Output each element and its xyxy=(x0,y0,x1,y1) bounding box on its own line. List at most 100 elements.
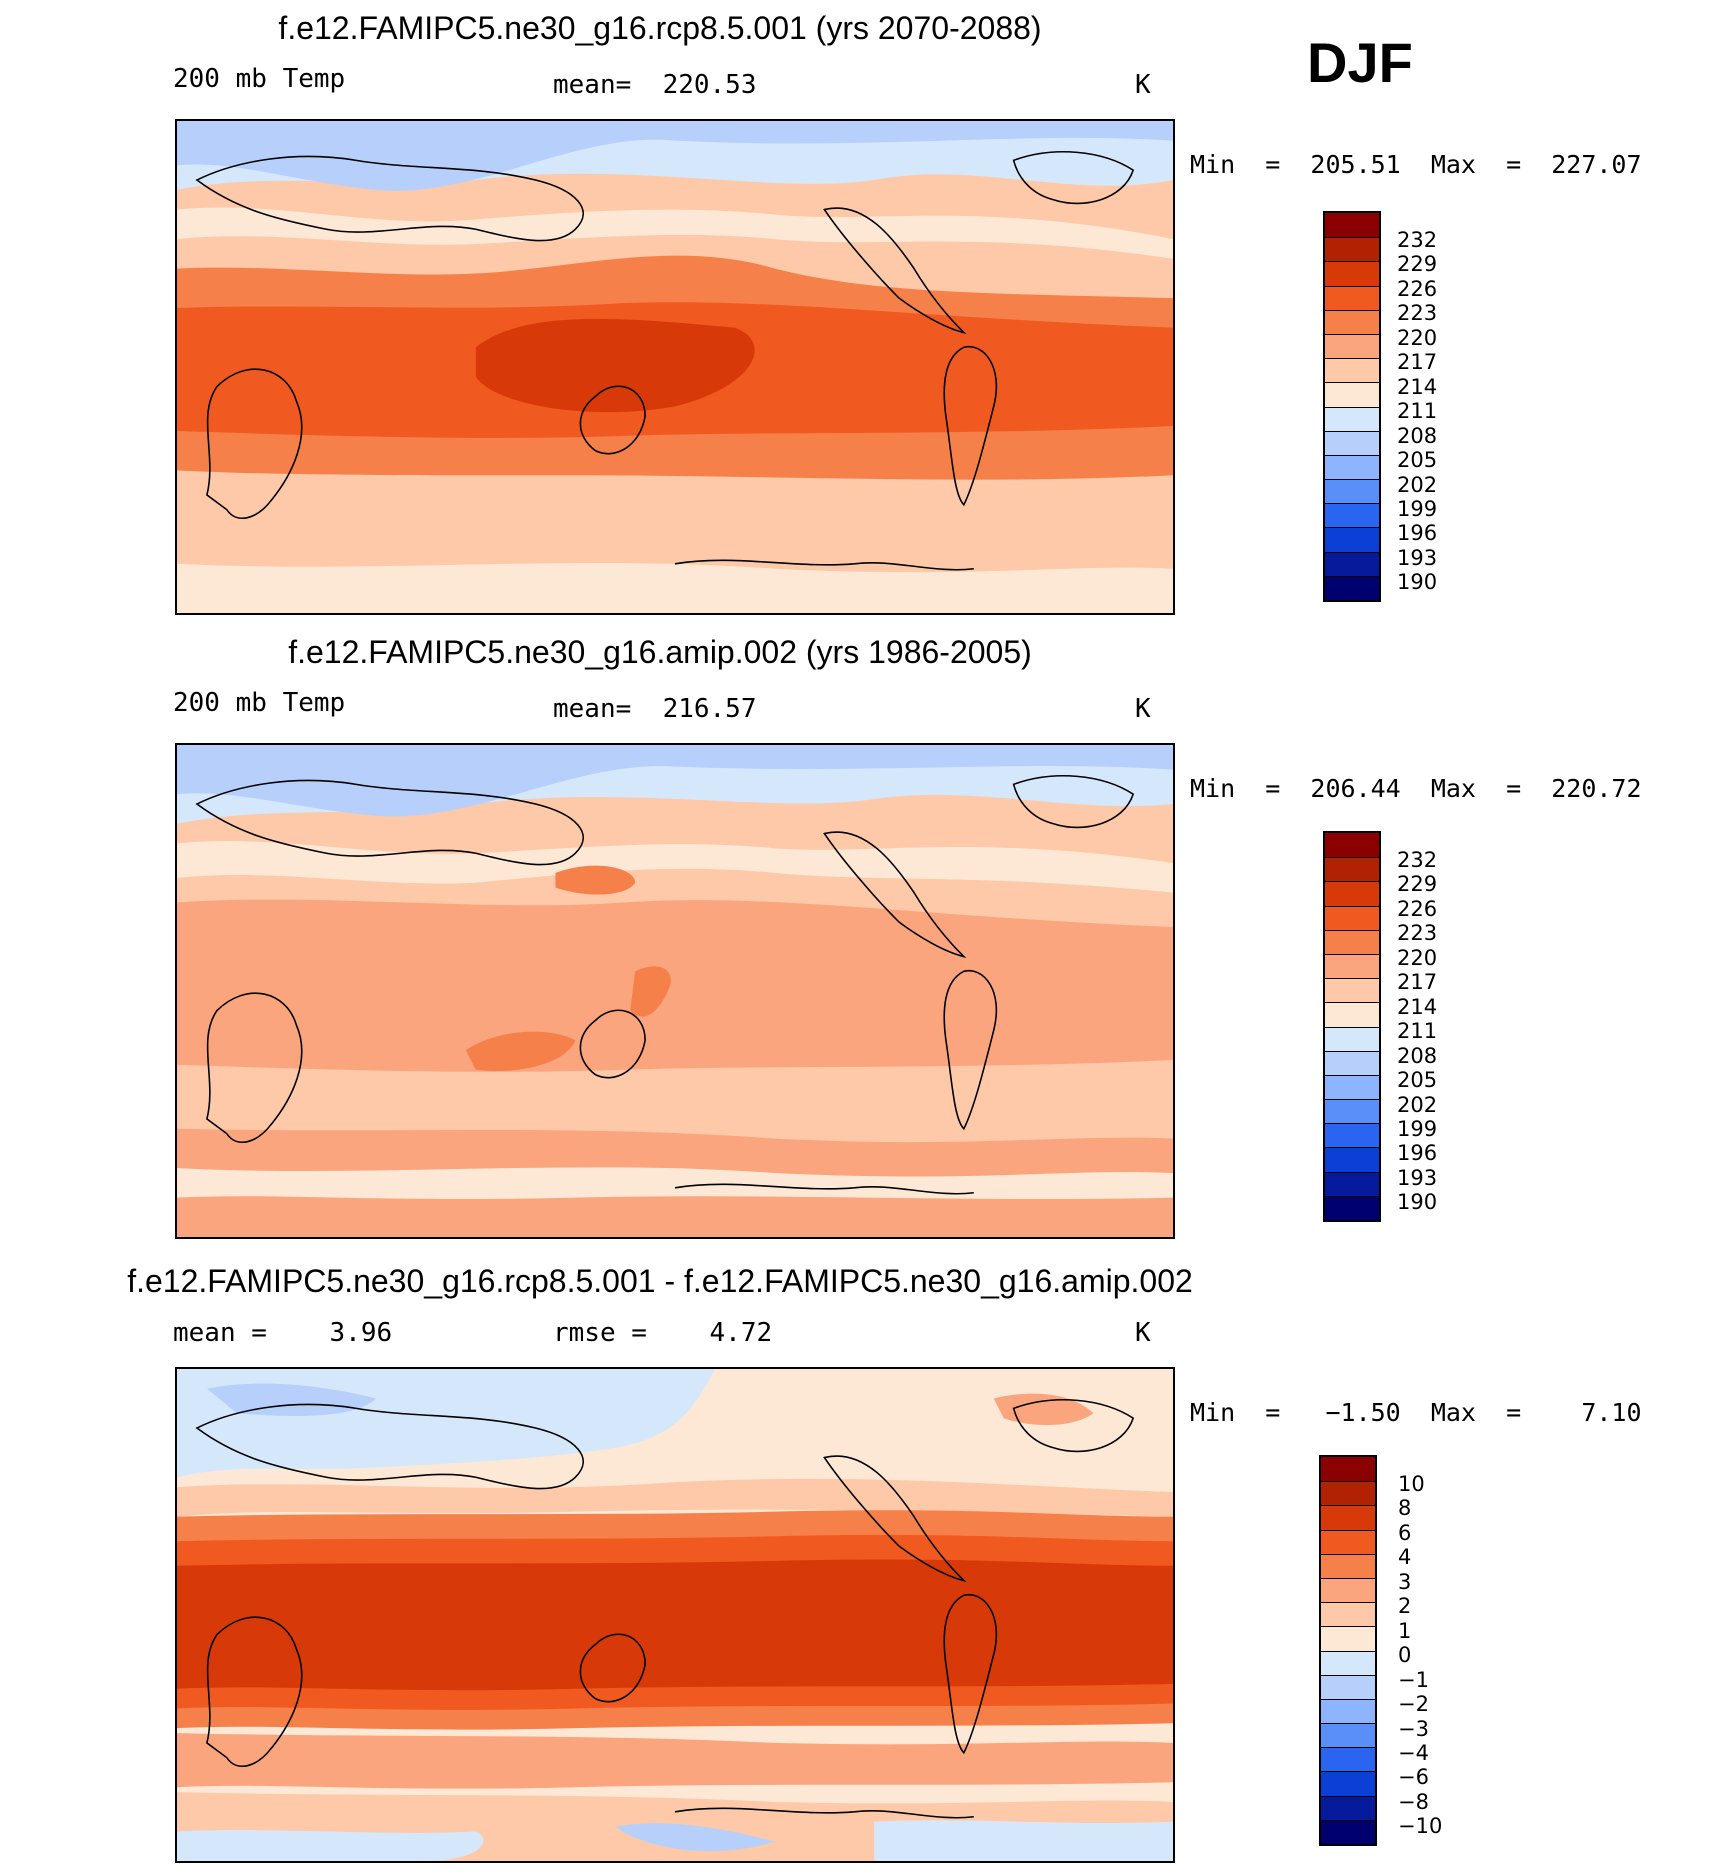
panel2-colorbar-tick: 193 xyxy=(1397,1166,1438,1190)
panel1-colorbar-tick: 199 xyxy=(1397,497,1438,521)
panel2-colorbar-tick: 202 xyxy=(1397,1093,1438,1117)
panel3-colorbar-swatch xyxy=(1321,1553,1375,1578)
panel2-colorbar-swatch xyxy=(1325,905,1379,930)
panel3-colorbar-swatch xyxy=(1321,1650,1375,1675)
panel3-colorbar-swatch xyxy=(1321,1505,1375,1530)
panel2-mean-label: mean= 216.57 xyxy=(553,694,757,724)
panel3-colorbar-swatch xyxy=(1321,1747,1375,1772)
panel2-colorbar-swatch xyxy=(1325,1147,1379,1172)
panel1-contour-field xyxy=(177,121,1173,613)
panel2-colorbar-tick: 196 xyxy=(1397,1141,1438,1165)
panel1-colorbar-swatch xyxy=(1325,479,1379,504)
panel1-colorbar-swatch xyxy=(1325,285,1379,310)
panel2-colorbar-swatch xyxy=(1325,833,1379,858)
panel2-colorbar-swatch xyxy=(1325,929,1379,954)
panel2-colorbar xyxy=(1323,831,1381,1222)
panel1-colorbar-tick: 202 xyxy=(1397,473,1438,497)
panel1-colorbar-swatch xyxy=(1325,406,1379,431)
panel1-colorbar-swatch xyxy=(1325,575,1379,600)
panel3-colorbar-swatch xyxy=(1321,1457,1375,1482)
panel2-colorbar-swatch xyxy=(1325,978,1379,1003)
panel2-colorbar-tick: 199 xyxy=(1397,1117,1438,1141)
panel2-colorbar-tick: 226 xyxy=(1397,897,1438,921)
panel1-colorbar-tick: 229 xyxy=(1397,252,1438,276)
panel1-title: f.e12.FAMIPC5.ne30_g16.rcp8.5.001 (yrs 2… xyxy=(278,10,1042,46)
panel2-colorbar-tick: 223 xyxy=(1397,921,1438,945)
panel3-title: f.e12.FAMIPC5.ne30_g16.rcp8.5.001 - f.e1… xyxy=(127,1263,1193,1299)
panel1-colorbar-swatch xyxy=(1325,382,1379,407)
panel3-colorbar-swatch xyxy=(1321,1481,1375,1506)
panel2-colorbar-tick: 232 xyxy=(1397,848,1438,872)
panel3-colorbar-tick: −1 xyxy=(1398,1668,1429,1692)
panel1-colorbar-swatch xyxy=(1325,503,1379,528)
panel2-colorbar-swatch xyxy=(1325,1074,1379,1100)
panel3-colorbar-tick: 2 xyxy=(1398,1594,1412,1618)
panel3-colorbar-tick: 4 xyxy=(1398,1545,1412,1569)
panel1-mean-label: mean= 220.53 xyxy=(553,70,757,100)
panel3-colorbar-tick: 6 xyxy=(1398,1521,1412,1545)
panel2-colorbar-swatch xyxy=(1325,953,1379,979)
panel3-colorbar-tick: −2 xyxy=(1398,1692,1429,1716)
panel3-colorbar-tick: −10 xyxy=(1398,1814,1443,1838)
panel1-colorbar-swatch xyxy=(1325,527,1379,552)
panel3-colorbar-swatch xyxy=(1321,1626,1375,1651)
panel3-colorbar xyxy=(1319,1455,1377,1846)
panel1-minmax: Min = 205.51 Max = 227.07 xyxy=(1190,150,1642,179)
panel3-colorbar-tick: 0 xyxy=(1398,1643,1412,1667)
panel1-colorbar-swatch xyxy=(1325,237,1379,262)
panel1-colorbar-swatch xyxy=(1325,333,1379,359)
panel3-mean-label: mean = 3.96 xyxy=(173,1318,393,1348)
panel3-colorbar-tick: −4 xyxy=(1398,1741,1429,1765)
panel1-colorbar-tick: 190 xyxy=(1397,570,1438,594)
panel1-colorbar xyxy=(1323,211,1381,602)
panel3-colorbar-tick: −6 xyxy=(1398,1765,1429,1789)
panel1-map xyxy=(175,119,1175,615)
panel2-colorbar-tick: 220 xyxy=(1397,946,1438,970)
panel1-colorbar-swatch xyxy=(1325,551,1379,576)
panel3-rmse-label: rmse = 4.72 xyxy=(553,1318,773,1348)
panel2-colorbar-tick: 205 xyxy=(1397,1068,1438,1092)
panel1-colorbar-tick: 205 xyxy=(1397,448,1438,472)
panel2-colorbar-tick: 211 xyxy=(1397,1019,1438,1043)
season-label: DJF xyxy=(1307,31,1413,94)
panel3-colorbar-tick: −3 xyxy=(1398,1717,1429,1741)
panel3-colorbar-tick: 10 xyxy=(1398,1472,1425,1496)
panel2-colorbar-swatch xyxy=(1325,881,1379,906)
panel2-colorbar-tick: 214 xyxy=(1397,995,1438,1019)
panel1-colorbar-tick: 217 xyxy=(1397,350,1438,374)
panel3-minmax: Min = −1.50 Max = 7.10 xyxy=(1190,1398,1642,1427)
panel3-colorbar-tick: 1 xyxy=(1398,1619,1412,1643)
panel2-title: f.e12.FAMIPC5.ne30_g16.amip.002 (yrs 198… xyxy=(288,634,1032,670)
panel1-colorbar-swatch xyxy=(1325,213,1379,238)
panel2-colorbar-swatch xyxy=(1325,1195,1379,1220)
panel2-map xyxy=(175,743,1175,1239)
panel3-colorbar-tick: −8 xyxy=(1398,1790,1429,1814)
panel2-colorbar-swatch xyxy=(1325,1002,1379,1027)
panel3-colorbar-swatch xyxy=(1321,1698,1375,1724)
panel3-contour-field xyxy=(177,1369,1173,1861)
panel3-colorbar-swatch xyxy=(1321,1819,1375,1844)
panel2-colorbar-swatch xyxy=(1325,1050,1379,1075)
panel2-minmax: Min = 206.44 Max = 220.72 xyxy=(1190,774,1642,803)
panel1-variable-label: 200 mb Temp xyxy=(173,64,346,94)
panel1-colorbar-swatch xyxy=(1325,358,1379,383)
panel1-colorbar-tick: 211 xyxy=(1397,399,1438,423)
panel1-colorbar-tick: 226 xyxy=(1397,277,1438,301)
panel2-colorbar-tick: 208 xyxy=(1397,1044,1438,1068)
panel2-colorbar-swatch xyxy=(1325,857,1379,882)
panel1-colorbar-tick: 220 xyxy=(1397,326,1438,350)
panel2-colorbar-tick: 190 xyxy=(1397,1190,1438,1214)
panel1-colorbar-tick: 208 xyxy=(1397,424,1438,448)
panel2-colorbar-swatch xyxy=(1325,1026,1379,1051)
panel3-colorbar-swatch xyxy=(1321,1795,1375,1820)
panel1-colorbar-swatch xyxy=(1325,454,1379,480)
panel2-units: K xyxy=(1135,694,1151,724)
panel1-colorbar-tick: 193 xyxy=(1397,546,1438,570)
panel2-colorbar-tick: 217 xyxy=(1397,970,1438,994)
panel3-colorbar-swatch xyxy=(1321,1674,1375,1699)
panel3-colorbar-swatch xyxy=(1321,1771,1375,1796)
panel2-colorbar-swatch xyxy=(1325,1171,1379,1196)
panel1-colorbar-swatch xyxy=(1325,261,1379,286)
panel3-colorbar-tick: 8 xyxy=(1398,1496,1412,1520)
panel3-colorbar-tick: 3 xyxy=(1398,1570,1412,1594)
